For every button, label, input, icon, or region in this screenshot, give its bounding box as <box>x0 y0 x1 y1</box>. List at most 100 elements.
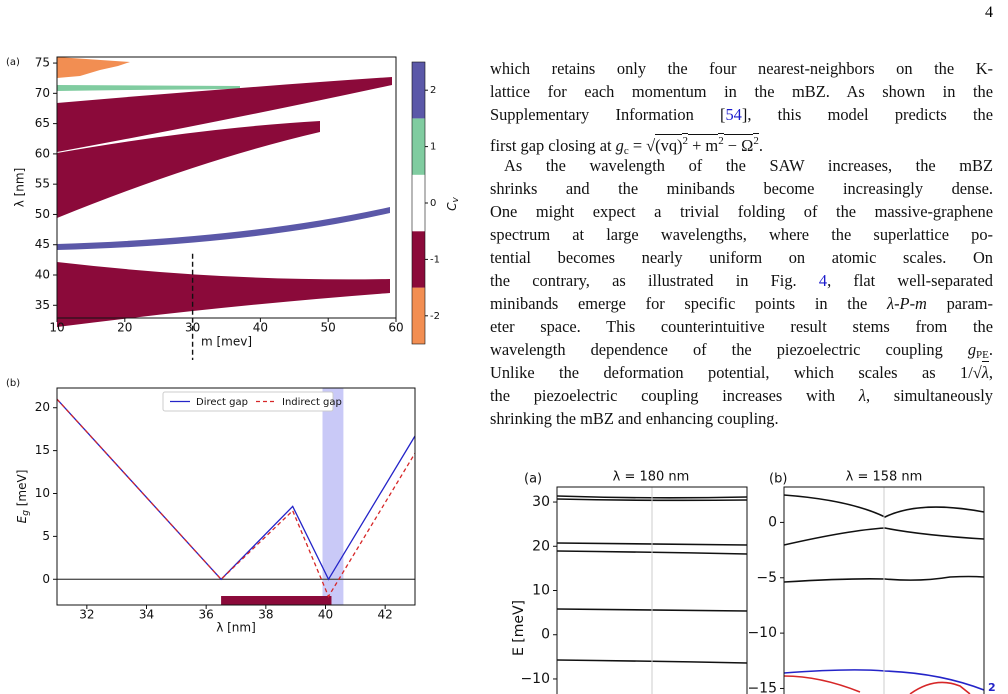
region <box>57 57 130 78</box>
y-tick-label: 70 <box>35 86 50 100</box>
y-axis-label: λ [nm] <box>13 168 27 208</box>
colorbar-swatch <box>412 118 425 175</box>
band <box>783 675 971 694</box>
text-run: λ <box>981 361 989 382</box>
band-lines <box>556 494 985 694</box>
text-line: wavelength dependence of the piezoelectr… <box>490 338 993 361</box>
x-tick-label: 20 <box>117 321 132 335</box>
axes-frame <box>56 56 397 319</box>
y-tick-label: −15 <box>747 680 777 694</box>
colorbar-tick-label: 1 <box>430 142 436 153</box>
text-line: shrinks and the minibands become increas… <box>490 177 993 200</box>
colorbar-swatch <box>412 174 425 232</box>
text-run: eter space. This counterintuitive result… <box>490 317 993 336</box>
text-run: 2 <box>718 133 724 147</box>
band <box>783 494 985 518</box>
panel-label: (a) <box>6 57 20 68</box>
y-tick-label: 20 <box>35 400 50 414</box>
text-line: spectrum at large wavelengths, where the… <box>490 223 993 246</box>
x-tick-label: 32 <box>79 608 94 622</box>
text-run: = √ <box>628 136 656 155</box>
text-run: c <box>623 145 629 157</box>
y-axis-label: Eg [meV] <box>15 470 31 524</box>
y-tick-label: 0 <box>42 572 50 586</box>
text-run: 2 <box>682 133 688 147</box>
text-run: Unlike the deformation potential, which … <box>490 363 982 382</box>
text-run: which retains only the four nearest-neig… <box>490 59 993 78</box>
y-tick-label: 10 <box>35 486 50 500</box>
text-run: , simultaneously <box>865 386 993 405</box>
text-run: minibands emerge for specific points in … <box>490 294 887 313</box>
text-line: One might expect a trivial folding of th… <box>490 200 993 223</box>
panel-title: λ = 158 nm <box>846 470 923 485</box>
band <box>556 495 748 499</box>
text-run: 2 <box>753 133 759 147</box>
band <box>783 527 985 546</box>
text-line: As the wavelength of the SAW increases, … <box>490 154 993 177</box>
y-axis-label-main: E <box>15 515 29 523</box>
text-run: ], this model predicts the <box>741 105 993 124</box>
heatmap <box>57 57 392 327</box>
reference-link[interactable]: 4 <box>818 271 828 290</box>
y-tick-label: 75 <box>35 56 50 70</box>
y-axis-label-sub: g <box>21 510 31 516</box>
panel-label: (b) <box>6 378 20 389</box>
text-run: PE <box>976 349 989 361</box>
colorbar-tick-label: 2 <box>430 85 436 96</box>
text-run: param- <box>926 294 993 313</box>
y-tick-label: 35 <box>35 298 50 312</box>
colorbar-label-sub: v <box>451 196 461 202</box>
colorbar-swatch <box>412 287 425 344</box>
region <box>57 77 392 152</box>
y-tick-label: −10 <box>747 625 777 641</box>
band-label: 2 <box>988 681 996 694</box>
text-run: the piezoelectric coupling increases wit… <box>490 386 859 405</box>
y-tick-label: 15 <box>35 443 50 457</box>
y-tick-label: 0 <box>768 514 777 530</box>
x-tick-label: 38 <box>258 608 273 622</box>
region <box>57 207 390 250</box>
text-run: first gap closing at <box>490 136 616 155</box>
text-run: the contrary, as illustrated in Fig. <box>490 271 819 290</box>
text-line: tential becomes nearly uniform on atomic… <box>490 246 993 269</box>
text-run: g <box>615 136 624 155</box>
y-tick-label: 65 <box>35 116 50 130</box>
y-tick-label: 45 <box>35 237 50 251</box>
text-run: . <box>758 136 763 155</box>
axes-frame <box>783 486 985 694</box>
text-run: wavelength dependence of the piezoelectr… <box>490 340 968 359</box>
band <box>783 575 985 583</box>
region <box>57 262 390 327</box>
text-run: g <box>967 340 977 359</box>
y-tick-label: 40 <box>35 268 50 282</box>
panel-label: (a) <box>524 472 542 487</box>
text-run: . <box>988 340 993 359</box>
colorbar-swatch <box>412 231 425 288</box>
panel-label: (b) <box>769 472 787 487</box>
colorbar-label-main: C <box>445 202 459 211</box>
colorbar-tick-label: 0 <box>430 198 436 209</box>
legend-box <box>162 391 334 412</box>
x-tick-label: 50 <box>321 321 336 335</box>
x-tick-label: 40 <box>318 608 333 622</box>
y-tick-label: 30 <box>532 494 550 510</box>
gap-bar <box>221 596 332 605</box>
text-line: Unlike the deformation potential, which … <box>490 361 993 384</box>
text-run: One might expect a trivial folding of th… <box>490 202 993 221</box>
legend-label: Indirect gap <box>282 397 342 408</box>
text-run: λ-P-m <box>887 294 927 313</box>
gap-line <box>56 398 416 581</box>
gap-line <box>56 398 416 598</box>
y-tick-label: −10 <box>520 671 550 687</box>
text-run: , <box>988 363 993 382</box>
colorbar-tick-label: -2 <box>430 311 440 322</box>
text-line: lattice for each momentum in the mBZ. As… <box>490 80 993 103</box>
band <box>783 669 985 691</box>
text-line: first gap closing at gc = √(vq)2 + m2 − … <box>490 126 993 157</box>
reference-link[interactable]: 54 <box>725 105 742 124</box>
y-axis-label-unit: [meV] <box>15 470 29 510</box>
region <box>57 85 240 91</box>
text-line: which retains only the four nearest-neig… <box>490 57 993 80</box>
text-run: As the wavelength of the SAW increases, … <box>504 156 993 175</box>
